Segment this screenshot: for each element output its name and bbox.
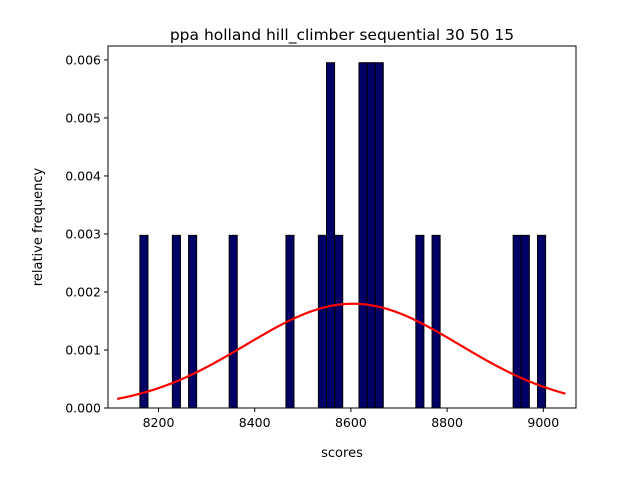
- histogram-bar: [334, 234, 344, 409]
- y-tick-label: 0.005: [65, 110, 101, 125]
- y-axis-label: relative frequency: [31, 168, 46, 287]
- histogram-bar: [374, 62, 384, 409]
- x-tick-label: 9000: [527, 415, 559, 430]
- y-tick-label: 0.004: [65, 168, 101, 183]
- histogram-bar: [431, 234, 441, 409]
- histogram-bar: [317, 234, 327, 409]
- x-tick-label: 8200: [143, 415, 175, 430]
- histogram-bar: [139, 234, 149, 409]
- histogram-bar: [326, 62, 336, 409]
- histogram-bar: [228, 234, 238, 409]
- histogram-bar: [358, 62, 368, 409]
- x-axis-ticks: 8200 8400 8600 8800 9000: [143, 408, 559, 430]
- x-tick-label: 8800: [431, 415, 463, 430]
- histogram-bar: [520, 234, 530, 409]
- histogram-bar: [188, 234, 198, 409]
- y-tick-label: 0.002: [65, 284, 101, 299]
- x-axis-label: scores: [321, 446, 363, 461]
- y-tick-label: 0.006: [65, 52, 101, 67]
- normal-fit-curve: [116, 302, 566, 400]
- histogram-bars: [139, 62, 547, 409]
- y-tick-label: 0.001: [65, 342, 101, 357]
- histogram-bar: [537, 234, 547, 409]
- y-tick-label: 0.000: [65, 401, 101, 416]
- y-axis-ticks: 0.000 0.001 0.002 0.003 0.004 0.005 0.006: [65, 52, 108, 416]
- histogram-bar: [366, 62, 376, 409]
- x-tick-label: 8400: [239, 415, 271, 430]
- plot-frame: [107, 45, 577, 409]
- x-tick-label: 8600: [335, 415, 367, 430]
- chart-title: ppa holland hill_climber sequential 30 5…: [170, 26, 514, 45]
- histogram-bar: [512, 234, 522, 409]
- y-tick-label: 0.003: [65, 226, 101, 241]
